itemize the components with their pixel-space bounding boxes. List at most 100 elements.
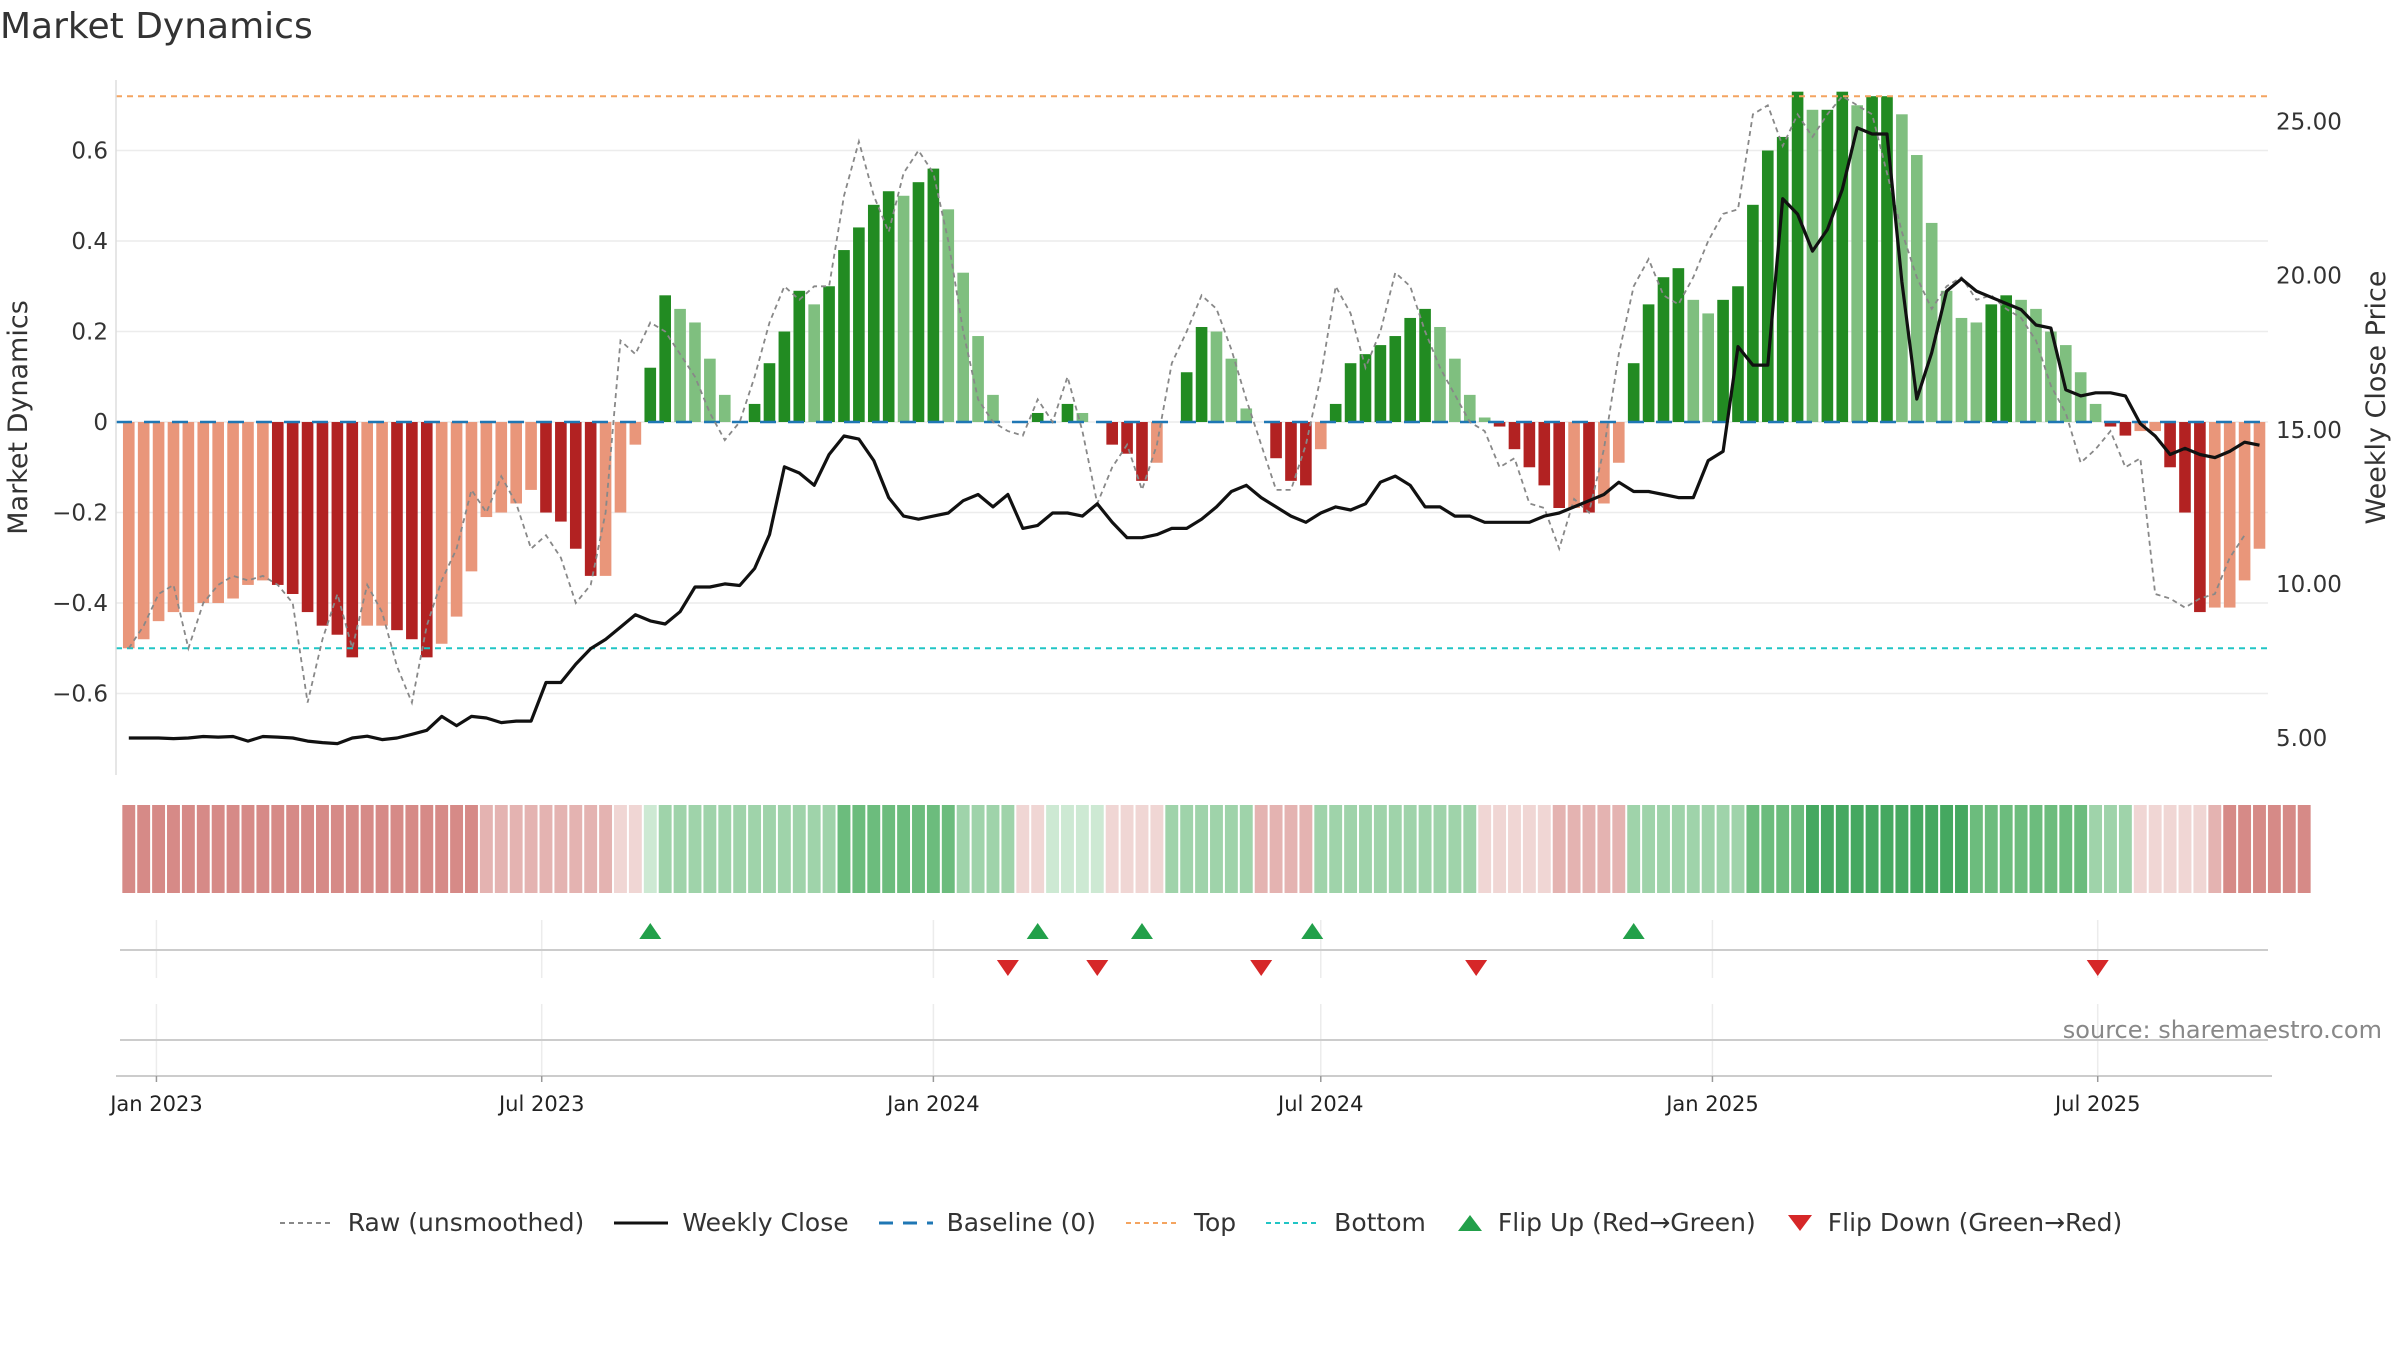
heat-cell [1344, 805, 1358, 893]
heat-cell [2089, 805, 2103, 893]
heat-cell [1850, 805, 1864, 893]
heat-cell [748, 805, 762, 893]
dynamics-bar [361, 422, 373, 626]
heat-cell [2267, 805, 2281, 893]
heat-cell [926, 805, 940, 893]
heat-cell [1418, 805, 1432, 893]
dynamics-bar [644, 367, 657, 423]
heat-cell [956, 805, 970, 893]
dynamics-bar [555, 422, 567, 522]
raw-series-line [128, 95, 2246, 706]
heat-cell [673, 805, 687, 893]
heat-cell [1314, 805, 1328, 893]
dynamics-bar [748, 403, 761, 423]
dynamics-bar [1270, 422, 1282, 459]
reference-lines [116, 95, 2268, 650]
heat-cell [1806, 805, 1819, 893]
heat-cell [614, 805, 627, 893]
dynamics-bar [316, 422, 329, 626]
heat-strip [122, 805, 2311, 893]
dynamics-bar [2223, 422, 2236, 608]
y-axis-title: Market Dynamics [3, 300, 34, 535]
heat-cell [599, 805, 613, 893]
heat-cell [196, 805, 210, 893]
heat-cell [1582, 805, 1596, 893]
dynamics-bar [1180, 372, 1193, 423]
dynamics-bar [331, 422, 344, 635]
axes: −0.6 −0.4 −0.2 0 0.2 0.4 0.6 5.00 10.00 15.00 20.0… [3, 80, 2392, 775]
dynamics-bar [1821, 109, 1834, 423]
heat-cell [1239, 805, 1253, 893]
dynamics-bar [1657, 277, 1670, 423]
dynamics-bar [182, 422, 195, 613]
top-swatch-icon [1125, 1221, 1180, 1224]
dynamics-bar [853, 227, 865, 423]
dynamics-bar [2089, 403, 2102, 423]
heat-cell [256, 805, 270, 893]
flip-down-marker [2086, 960, 2109, 976]
legend-label-flip-up: Flip Up (Red→Green) [1497, 1208, 1756, 1237]
dynamics-bar [942, 209, 955, 423]
dynamics-bar [1553, 422, 1565, 509]
heat-cell [1999, 805, 2013, 893]
dynamics-bar [1687, 299, 1700, 423]
triangle-up-icon [1457, 1214, 1482, 1231]
dynamics-bar [2119, 422, 2132, 436]
heat-cell [867, 805, 881, 893]
dynamics-bar [957, 272, 969, 423]
heat-cell [405, 805, 419, 893]
heat-cell [390, 805, 404, 893]
heat-cell [271, 805, 285, 893]
heat-cell [1835, 805, 1849, 893]
heat-cell [2044, 805, 2058, 893]
dynamics-bar [167, 422, 180, 613]
dynamics-bar [1121, 422, 1133, 454]
dynamics-bar [1776, 136, 1789, 423]
heat-cell [1612, 805, 1626, 893]
dynamics-bar [286, 422, 299, 594]
y2-tick-label: 10.00 [2276, 572, 2342, 598]
dynamics-bar [465, 422, 478, 572]
dynamics-bar [1106, 422, 1118, 445]
dynamics-bar [2030, 308, 2042, 423]
raw-swatch-icon [279, 1221, 334, 1224]
dynamics-bar [599, 422, 612, 576]
legend-item-top: Top [1124, 1208, 1236, 1237]
dynamics-bars [122, 91, 2266, 658]
dynamics-bar [838, 250, 850, 423]
chart-title: Market Dynamics [0, 6, 313, 47]
heat-cell [2074, 805, 2088, 893]
heat-cell [1031, 805, 1045, 893]
heat-cell [211, 805, 225, 893]
heat-cell [688, 805, 702, 893]
x-tick-label: Jan 2023 [108, 1092, 203, 1116]
heat-cell [2163, 805, 2177, 893]
triangle-down-icon [1787, 1214, 1812, 1231]
dynamics-bar [2000, 295, 2012, 423]
heat-cell [1820, 805, 1834, 893]
dynamics-bar [1627, 363, 1640, 423]
heat-cell [1180, 805, 1194, 893]
heat-cell [420, 805, 434, 893]
dynamics-bar [2149, 422, 2161, 432]
close-swatch-icon [614, 1221, 669, 1224]
heat-cell [658, 805, 672, 893]
dynamics-bar [1389, 336, 1402, 423]
heat-cell [1075, 805, 1089, 893]
heat-cell [733, 805, 747, 893]
heat-cell [435, 805, 449, 893]
heat-cell [986, 805, 1000, 893]
dynamics-bar [1538, 422, 1551, 486]
heat-cell [494, 805, 508, 893]
dynamics-bar [1568, 422, 1580, 509]
heat-cell [479, 805, 493, 893]
heat-cell [2148, 805, 2162, 893]
heat-cell [1269, 805, 1283, 893]
dynamics-bar [1866, 96, 1878, 423]
dynamics-bar [1195, 326, 1208, 423]
dynamics-bar [391, 422, 403, 631]
bottom-swatch-icon [1266, 1221, 1321, 1224]
heat-cell [450, 805, 464, 893]
heat-cell [1537, 805, 1551, 893]
dynamics-bar [1374, 345, 1387, 423]
